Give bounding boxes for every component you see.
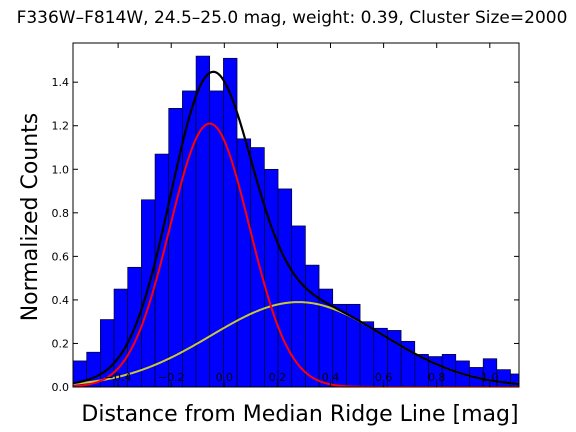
histogram-bar: [277, 188, 293, 387]
fit-curve-red: [73, 122, 519, 387]
x-tick-label: 0.2: [269, 371, 287, 384]
histogram-bar: [264, 168, 279, 387]
histogram-bar: [291, 225, 306, 387]
y-tick-label: 0.4: [52, 294, 70, 307]
x-tick-label: −0.2: [158, 371, 185, 384]
x-tick-label: 0.4: [322, 371, 340, 384]
y-tick-label: 0.0: [52, 381, 70, 394]
y-tick-label: 0.2: [52, 337, 70, 350]
histogram-bar: [496, 369, 511, 387]
y-axis-ticks: 0.0 0.2 0.4 0.6 0.8 1.0 1.2 1.4: [52, 76, 519, 394]
y-tick-label: 1.4: [52, 76, 70, 89]
y-axis-label: Normalized Counts: [18, 113, 43, 322]
x-tick-label: 0.0: [216, 371, 234, 384]
histogram-bars: [73, 55, 519, 387]
histogram-bar: [510, 373, 519, 387]
chart-title: F336W–F814W, 24.5–25.0 mag, weight: 0.39…: [17, 8, 568, 28]
x-axis-ticks: −0.4 −0.2 0.0 0.2 0.4 0.6 0.8 1.0: [105, 43, 499, 387]
y-tick-label: 1.0: [52, 163, 70, 176]
fit-curve-total: [73, 70, 519, 386]
x-tick-label: −0.4: [105, 371, 132, 384]
histogram-bar: [154, 153, 170, 387]
histogram-bar: [236, 138, 252, 387]
histogram-bar: [359, 321, 375, 387]
x-tick-label: 0.8: [428, 371, 446, 384]
x-tick-label: 0.6: [375, 371, 393, 384]
fit-curves: [73, 70, 519, 387]
x-tick-label: 1.0: [481, 371, 499, 384]
y-tick-label: 1.2: [52, 120, 70, 133]
histogram-bar: [305, 264, 320, 387]
y-tick-label: 0.6: [52, 250, 70, 263]
y-tick-label: 0.8: [52, 207, 70, 220]
plot-frame: [72, 42, 520, 388]
x-axis-label: Distance from Median Ridge Line [mag]: [81, 402, 518, 427]
